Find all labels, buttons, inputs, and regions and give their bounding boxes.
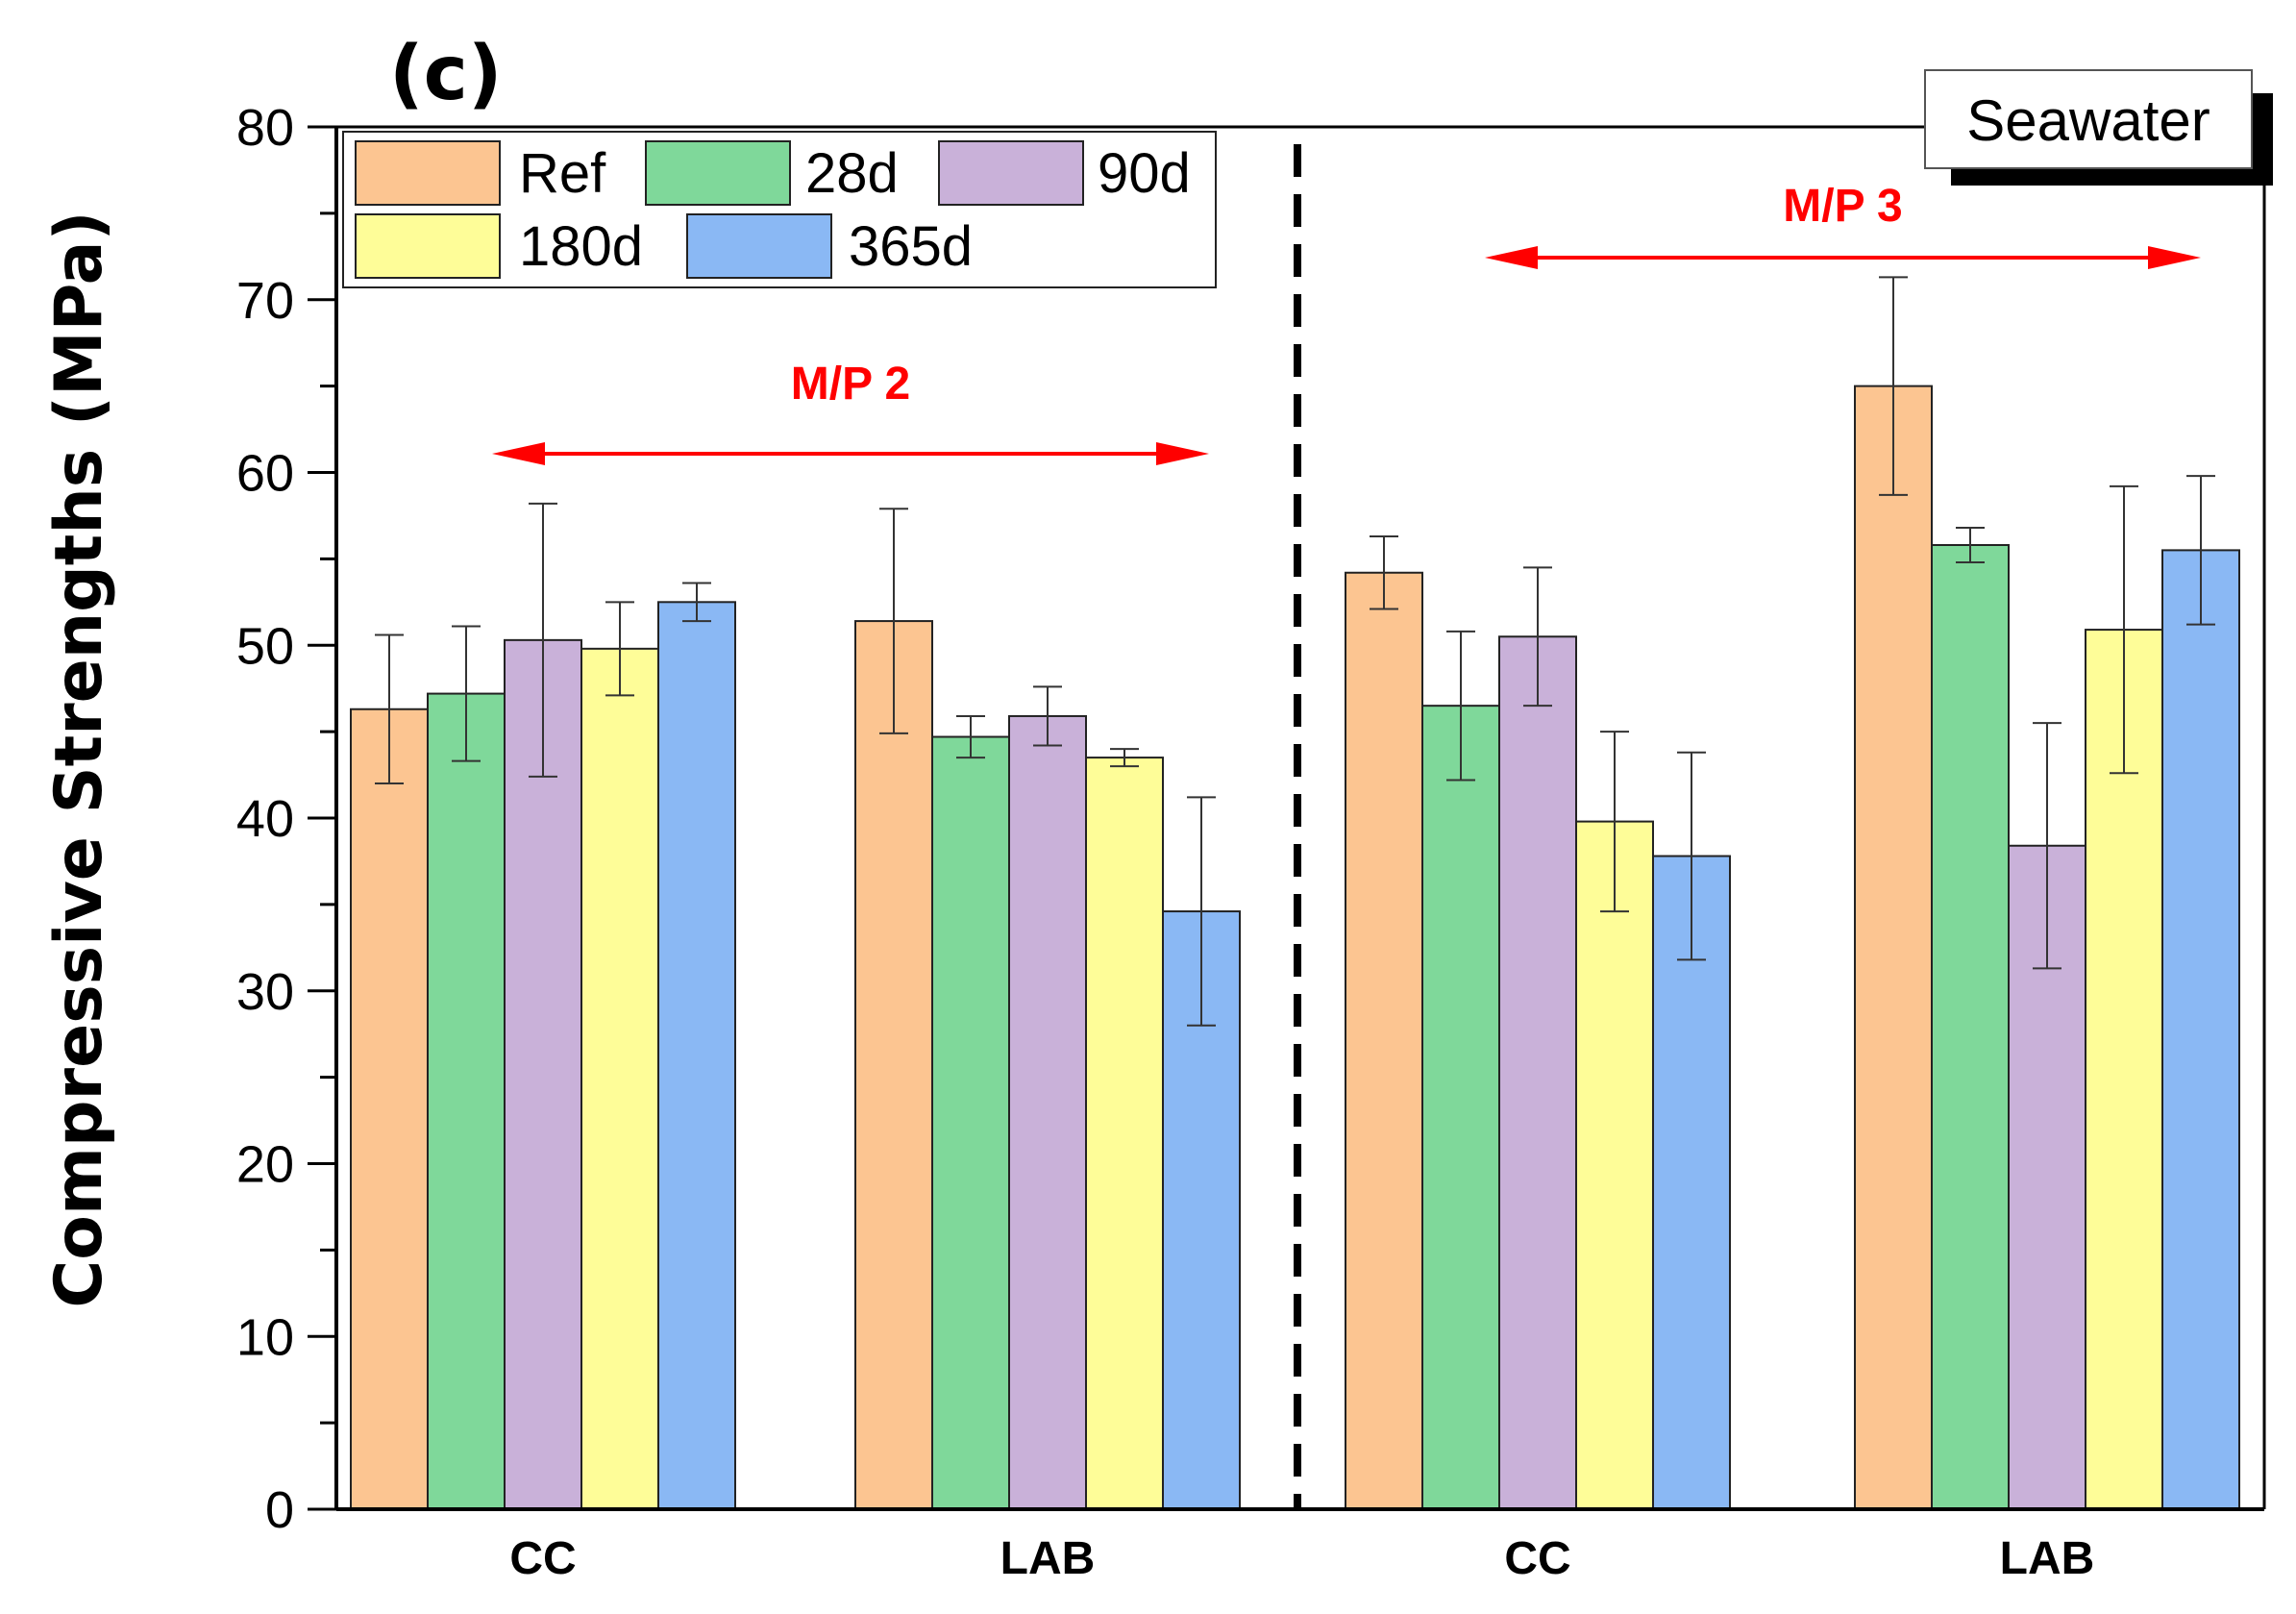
y-axis-label: Compressive Strengths (MPa)	[41, 211, 117, 1307]
bar-90d-2	[1008, 714, 1087, 1510]
bar-Ref-2	[854, 620, 933, 1510]
legend-label-180d: 180d	[519, 215, 643, 278]
bar-365d-4	[2161, 549, 2240, 1510]
legend-swatch-Ref	[355, 140, 501, 206]
panel-label: (c)	[389, 31, 503, 117]
environment-label-box: Seawater	[1924, 69, 2273, 186]
bar-180d-3	[1575, 820, 1654, 1510]
y-tick-label: 30	[236, 963, 294, 1021]
bar-28d-4	[1931, 543, 2010, 1510]
y-tick-label: 20	[236, 1136, 294, 1194]
group-arrow-head-left	[492, 442, 545, 465]
group-label: M/P 3	[1783, 181, 1903, 232]
y-tick-label: 0	[265, 1481, 294, 1539]
bar-28d-2	[931, 735, 1010, 1510]
bar-Ref-4	[1854, 385, 1933, 1510]
x-tick-label: CC	[509, 1533, 576, 1584]
x-tick-labels: CC LAB CC LAB	[509, 1533, 2094, 1584]
x-tick-label: LAB	[2000, 1533, 2095, 1584]
group-arrow-head-left	[1485, 246, 1538, 269]
bar-28d-3	[1421, 705, 1500, 1510]
bar-180d-4	[2085, 629, 2163, 1510]
y-tick-label: 40	[236, 790, 294, 848]
y-tick-label: 80	[236, 99, 294, 157]
error-bars	[375, 276, 2215, 1027]
legend: Ref 28d 90d 180d 365d	[342, 131, 1217, 288]
legend-swatch-180d	[355, 213, 501, 279]
bars	[350, 385, 2240, 1510]
legend-swatch-365d	[686, 213, 832, 279]
y-tick-label: 50	[236, 617, 294, 675]
legend-swatch-28d	[645, 140, 791, 206]
bar-365d-1	[657, 601, 736, 1510]
legend-label-365d: 365d	[849, 215, 973, 278]
bar-365d-3	[1652, 855, 1731, 1510]
y-tick-label: 70	[236, 272, 294, 330]
y-tick-label: 60	[236, 445, 294, 503]
bar-28d-1	[427, 692, 506, 1510]
bar-90d-3	[1498, 635, 1577, 1510]
legend-swatch-90d	[938, 140, 1084, 206]
bar-Ref-1	[350, 708, 429, 1510]
bar-Ref-3	[1345, 571, 1423, 1510]
x-tick-label: LAB	[1000, 1533, 1096, 1584]
y-ticks: 0 10 20 30 40 50 60 70 80	[236, 99, 336, 1539]
legend-label-Ref: Ref	[519, 142, 606, 205]
group-annotations: M/P 2 M/P 3	[492, 181, 2201, 465]
legend-label-90d: 90d	[1098, 142, 1191, 205]
environment-label: Seawater	[1966, 88, 2210, 153]
group-label: M/P 2	[791, 359, 911, 410]
bar-180d-1	[580, 647, 659, 1510]
y-tick-label: 10	[236, 1308, 294, 1366]
legend-label-28d: 28d	[805, 142, 899, 205]
bar-180d-2	[1085, 757, 1164, 1510]
group-arrow-head-right	[1156, 442, 1209, 465]
group-arrow-head-right	[2148, 246, 2201, 269]
x-tick-label: CC	[1504, 1533, 1570, 1584]
